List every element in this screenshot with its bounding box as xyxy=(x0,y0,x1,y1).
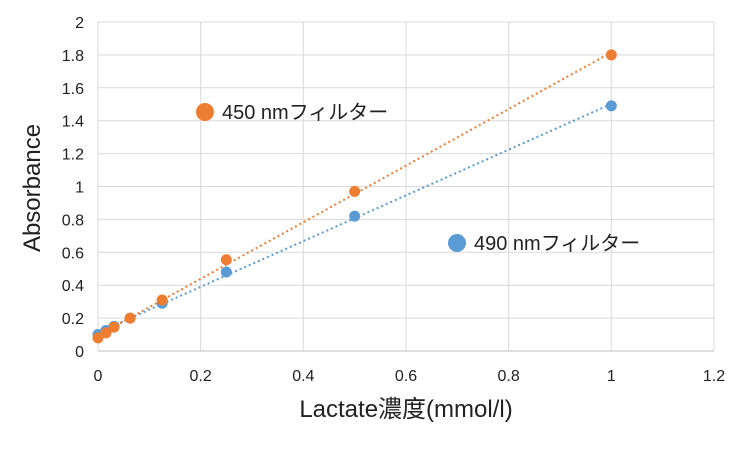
data-point-series-0 xyxy=(605,100,617,112)
gridlines xyxy=(97,21,715,352)
y-tick-label: 1.6 xyxy=(62,81,84,98)
y-tick-label: 2 xyxy=(75,15,84,32)
data-point-series-0 xyxy=(349,210,361,222)
data-point-series-0 xyxy=(220,266,232,278)
y-tick-label: 0.8 xyxy=(62,212,84,229)
legend-marker-490nm xyxy=(448,234,466,252)
data-point-series-1 xyxy=(605,49,617,61)
data-point-series-1 xyxy=(220,254,232,266)
data-point-series-1 xyxy=(124,312,136,324)
x-tick-labels: 0 0.2 0.4 0.6 0.8 1 1.2 xyxy=(94,368,726,385)
y-tick-label: 1 xyxy=(75,180,84,197)
x-tick-label: 0.4 xyxy=(292,368,314,385)
y-tick-label: 0 xyxy=(75,344,84,361)
x-axis-title: Lactate濃度(mmol/l) xyxy=(299,396,512,423)
x-tick-label: 0 xyxy=(94,368,103,385)
y-tick-label: 1.2 xyxy=(62,147,84,164)
y-tick-label: 1.4 xyxy=(62,114,84,131)
data-points xyxy=(92,49,617,344)
x-tick-label: 0.6 xyxy=(395,368,417,385)
y-tick-label: 1.8 xyxy=(62,48,84,65)
legend-entry-450nm: 450 nmフィルター xyxy=(196,101,388,124)
y-tick-label: 0.2 xyxy=(62,311,84,328)
x-tick-label: 1.2 xyxy=(703,368,725,385)
y-tick-label: 0.4 xyxy=(62,278,84,295)
legend-entry-490nm: 490 nmフィルター xyxy=(448,232,640,255)
data-point-series-1 xyxy=(349,185,361,197)
x-tick-label: 0.2 xyxy=(190,368,212,385)
x-tick-label: 1 xyxy=(607,368,616,385)
legend-marker-450nm xyxy=(196,103,214,121)
data-point-series-1 xyxy=(100,327,112,339)
x-tick-label: 0.8 xyxy=(498,368,520,385)
data-point-series-1 xyxy=(92,332,104,344)
legend-label-450nm: 450 nmフィルター xyxy=(222,101,388,124)
data-point-series-1 xyxy=(156,294,168,306)
data-point-series-1 xyxy=(108,321,120,333)
y-axis-title: Absorbance xyxy=(19,124,46,252)
y-tick-labels: 0 0.2 0.4 0.6 0.8 1 1.2 1.4 1.6 1.8 2 xyxy=(62,15,84,361)
y-tick-label: 0.6 xyxy=(62,245,84,262)
legend-label-490nm: 490 nmフィルター xyxy=(474,232,640,255)
